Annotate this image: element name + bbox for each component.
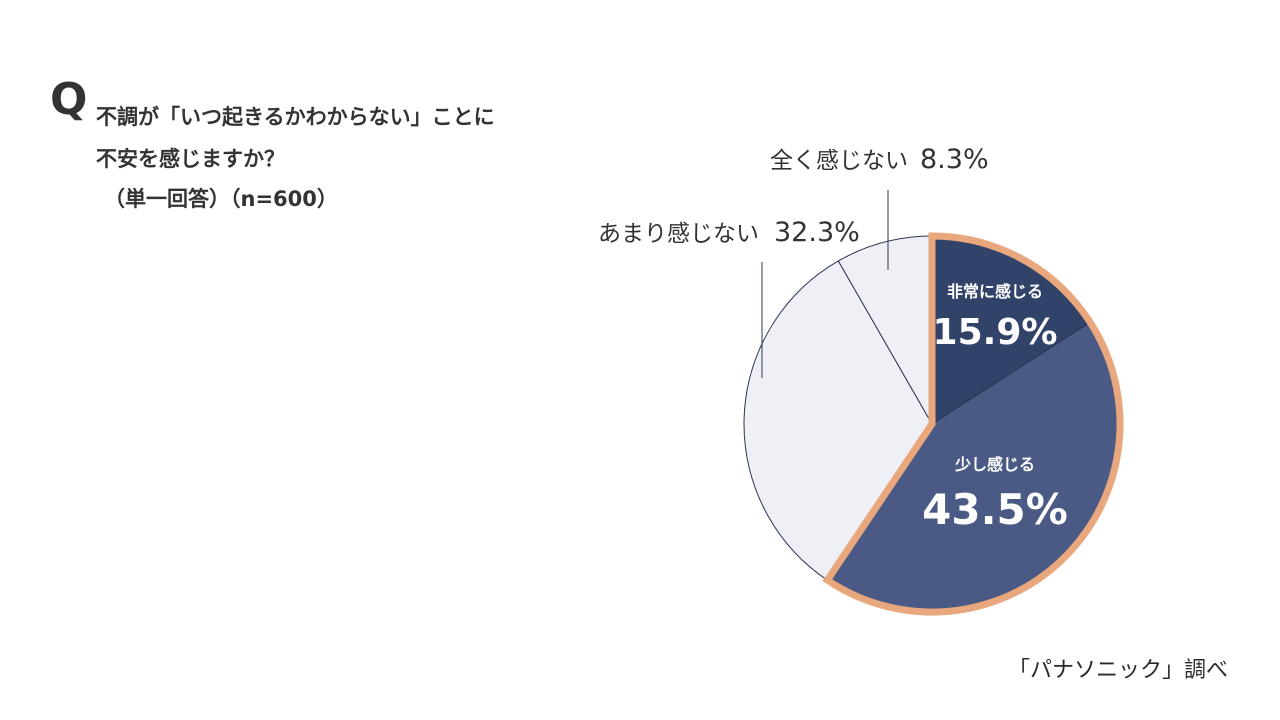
highlight-outline bbox=[822, 232, 1124, 616]
source-credit: 「パナソニック」調べ bbox=[1007, 658, 1228, 683]
value-very: 15.9% bbox=[933, 312, 1058, 353]
label-very: 非常に感じる bbox=[947, 282, 1043, 301]
question-mark: Q bbox=[50, 74, 88, 125]
question-note: （単一回答）（n=600） bbox=[104, 187, 338, 211]
pie-highlight-outline bbox=[822, 232, 1124, 616]
value-somewhat: 43.5% bbox=[922, 485, 1068, 534]
label-not-much: あまり感じない bbox=[598, 221, 759, 247]
value-not-much: 32.3% bbox=[774, 217, 860, 248]
value-not-at-all: 8.3% bbox=[920, 144, 989, 175]
question-line-2: 不安を感じますか？ bbox=[96, 147, 285, 171]
slice-not-much bbox=[743, 260, 933, 581]
label-not-at-all: 全く感じない bbox=[770, 148, 908, 174]
question-line-1: 不調が「いつ起きるかわからない」ことに bbox=[96, 105, 495, 129]
label-somewhat: 少し感じる bbox=[954, 455, 1035, 474]
